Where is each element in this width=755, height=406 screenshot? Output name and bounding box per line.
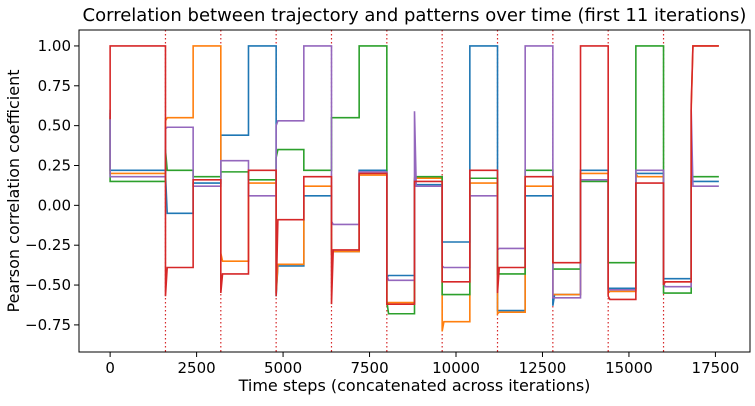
y-tick-label: 0.50 [38, 117, 71, 135]
x-tick-label: 12500 [519, 359, 567, 377]
x-axis: 0 2500 5000 7500 10000 12500 15000 17500 [105, 352, 739, 377]
x-tick-label: 2500 [178, 359, 216, 377]
y-tick-label: −0.50 [25, 276, 71, 294]
y-axis: −0.75 −0.50 −0.25 0.00 0.25 0.50 0.75 1.00 [25, 37, 79, 334]
x-tick-label: 17500 [692, 359, 740, 377]
x-tick-label: 10000 [432, 359, 480, 377]
x-tick-label: 0 [105, 359, 115, 377]
y-tick-label: 0.25 [38, 156, 71, 174]
y-tick-label: 1.00 [38, 37, 71, 55]
x-tick-label: 7500 [350, 359, 388, 377]
x-tick-label: 15000 [605, 359, 653, 377]
y-tick-label: 0.75 [38, 77, 71, 95]
x-axis-label: Time steps (concatenated across iteratio… [238, 376, 591, 395]
series-lines [109, 45, 719, 332]
series-line-1 [109, 45, 719, 312]
series-line-2 [109, 45, 719, 332]
y-tick-label: 0.00 [38, 196, 71, 214]
chart-title: Correlation between trajectory and patte… [83, 5, 747, 26]
x-tick-label: 5000 [264, 359, 302, 377]
y-axis-label: Pearson correlation coefficient [4, 70, 23, 313]
series-line-3 [109, 45, 719, 315]
series-line-5 [109, 45, 719, 305]
y-tick-label: −0.75 [25, 316, 71, 334]
y-tick-label: −0.25 [25, 236, 71, 254]
plot-frame [78, 29, 751, 353]
